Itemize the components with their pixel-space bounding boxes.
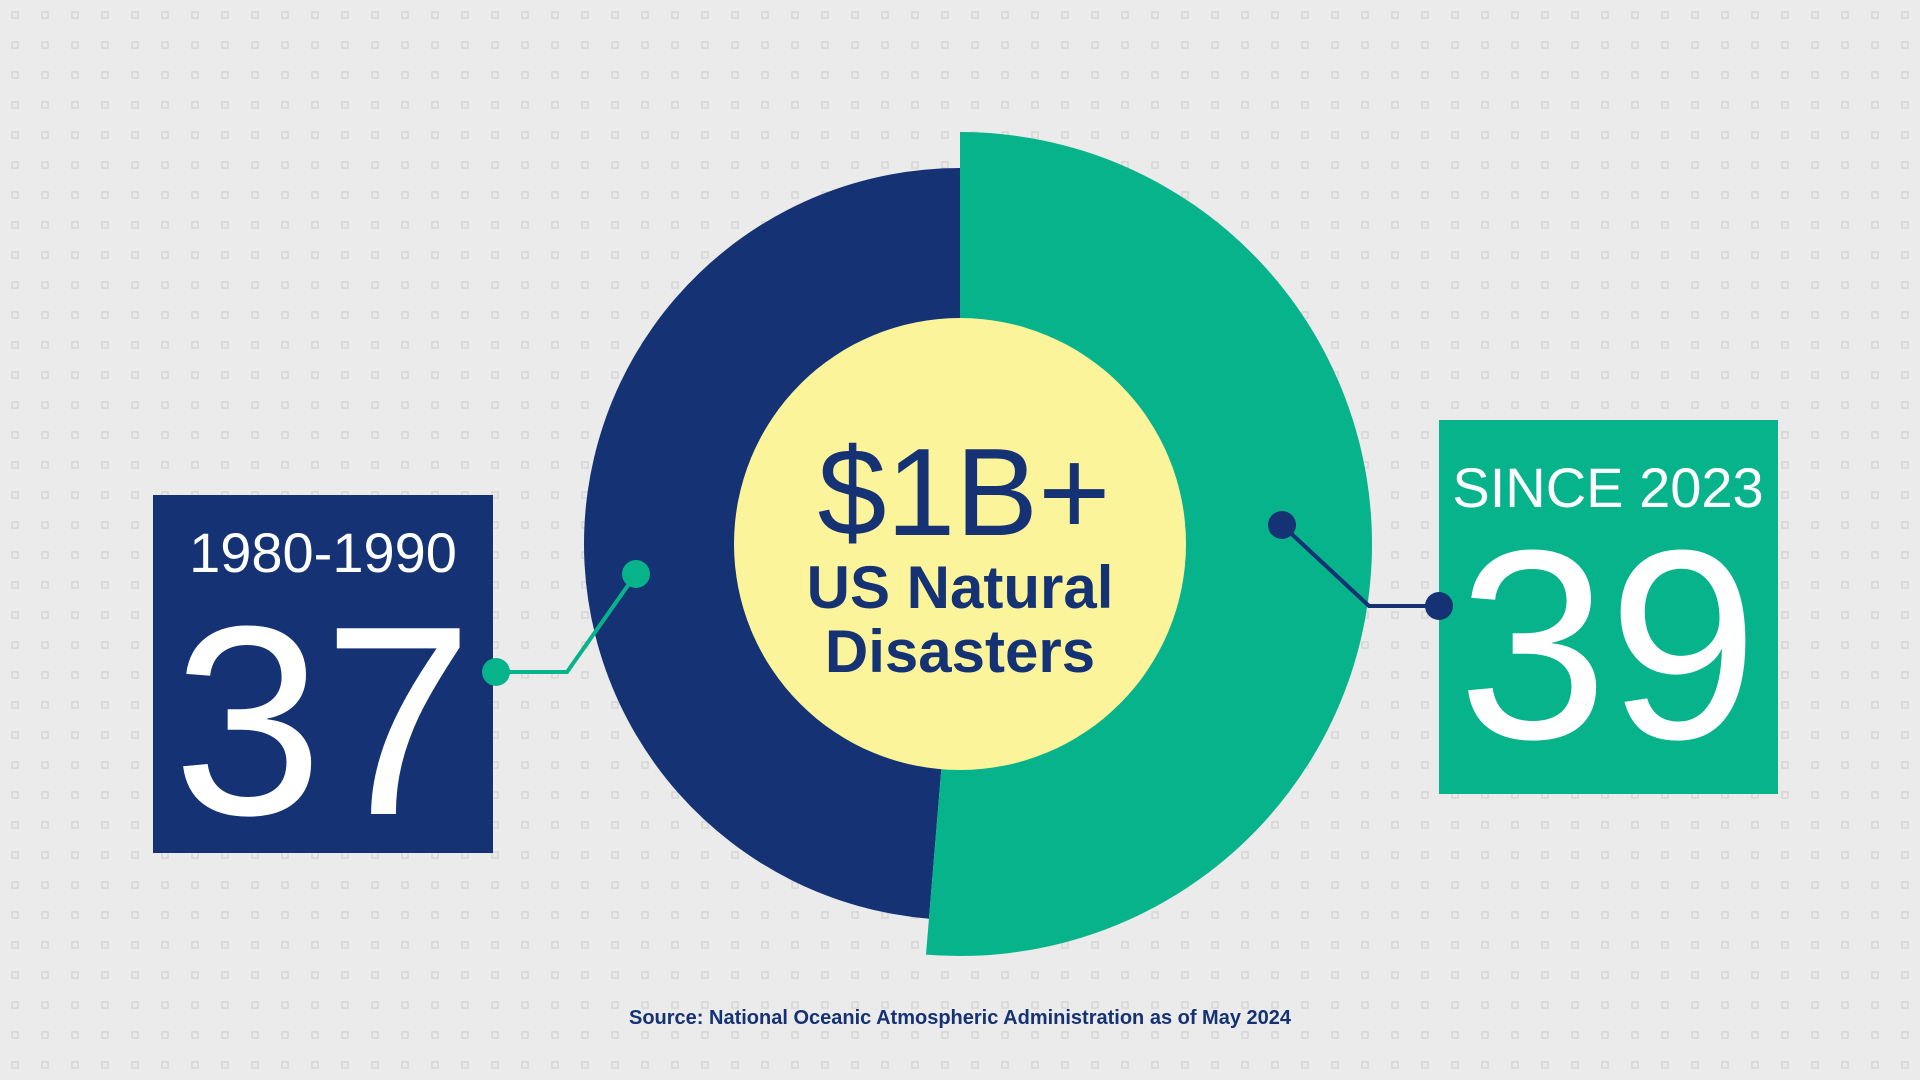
category-label: 1980-1990 xyxy=(189,521,457,584)
category-label: SINCE 2023 xyxy=(1452,456,1763,519)
center-circle xyxy=(734,318,1186,770)
title: $1B+ xyxy=(817,424,1110,562)
connector-line xyxy=(496,572,638,674)
value-label: 39 xyxy=(1458,495,1758,796)
connector-dot xyxy=(482,658,510,686)
connector-line xyxy=(1280,523,1439,608)
donut xyxy=(583,132,1372,956)
source-note: Source: National Oceanic Atmospheric Adm… xyxy=(629,1007,1292,1029)
donut-segment xyxy=(583,168,960,919)
connector-dot xyxy=(1268,511,1296,539)
subtitle: US Natural Disasters xyxy=(806,556,1114,685)
callout-box xyxy=(1439,420,1778,794)
value-label: 37 xyxy=(173,571,473,872)
connector-dot xyxy=(1425,592,1453,620)
connector-dot xyxy=(622,560,650,588)
donut-segment xyxy=(925,132,1372,956)
callout-box xyxy=(153,495,493,853)
subtitle-box: US Natural Disasters xyxy=(806,556,1114,685)
